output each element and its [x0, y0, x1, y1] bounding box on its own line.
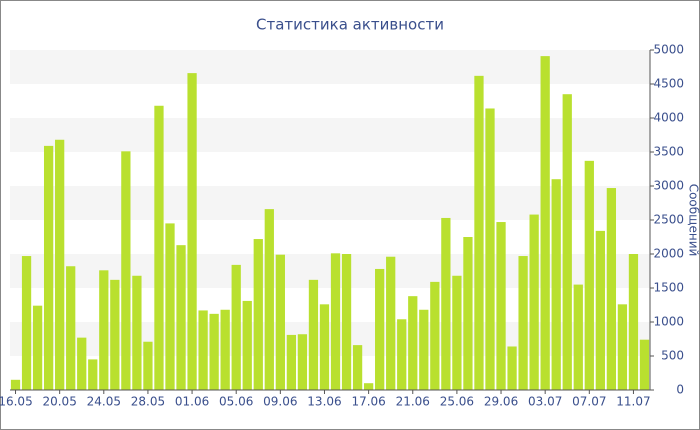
bar: [639, 339, 650, 390]
bar: [242, 300, 252, 390]
bar: [485, 108, 495, 390]
bar: [32, 305, 43, 390]
bar: [187, 73, 197, 391]
bar: [198, 310, 208, 390]
bar: [352, 345, 363, 390]
x-tick-label: 29.06: [484, 395, 518, 409]
bar: [43, 145, 54, 390]
bar: [452, 275, 462, 390]
bar: [529, 214, 539, 390]
grid-band: [10, 118, 650, 152]
bar: [628, 254, 639, 390]
bar: [220, 309, 230, 390]
x-tick-label: 11.07: [616, 395, 650, 409]
bar: [573, 284, 583, 390]
bar: [463, 237, 473, 390]
bar: [496, 222, 506, 390]
x-tick-label: 03.07: [528, 395, 562, 409]
x-tick-label: 21.06: [396, 395, 430, 409]
bar: [99, 270, 109, 390]
y-axis-label: Сообщений: [687, 184, 700, 257]
y-tick-label: 0: [676, 383, 684, 397]
y-tick-label: 4000: [653, 111, 684, 125]
y-tick-label: 500: [661, 349, 684, 363]
x-tick-label: 05.06: [219, 395, 253, 409]
y-tick-label: 3500: [653, 145, 684, 159]
x-tick-label: 01.06: [175, 395, 209, 409]
x-tick-label: 13.06: [307, 395, 341, 409]
bar: [165, 223, 175, 390]
bar: [330, 253, 341, 390]
x-tick-label: 09.06: [263, 395, 297, 409]
x-tick-label: 16.05: [0, 395, 33, 409]
bar: [474, 75, 484, 390]
bar: [10, 379, 21, 390]
chart-title: Статистика активности: [256, 16, 444, 34]
x-tick-label: 07.07: [572, 395, 606, 409]
bar: [88, 359, 98, 390]
bar: [430, 281, 440, 390]
y-tick-label: 3000: [653, 179, 684, 193]
bar: [209, 313, 219, 390]
y-tick-label: 1000: [653, 315, 684, 329]
bar: [386, 256, 396, 390]
bar: [66, 266, 76, 390]
x-tick-label: 20.05: [42, 395, 76, 409]
bar: [231, 264, 241, 390]
bar: [419, 309, 429, 390]
bar: [606, 188, 617, 390]
bar: [275, 254, 285, 390]
grid-band: [10, 50, 650, 84]
bar: [132, 275, 142, 390]
y-tick-label: 4500: [653, 77, 684, 91]
x-tick-label: 17.06: [351, 395, 385, 409]
bar: [154, 105, 164, 390]
bar: [77, 337, 87, 390]
bar: [253, 239, 263, 390]
bar: [341, 254, 352, 390]
bar: [540, 56, 550, 391]
bar: [286, 334, 297, 390]
bar: [584, 160, 594, 390]
y-tick-label: 2000: [653, 247, 684, 261]
bar: [397, 319, 407, 390]
bar: [551, 179, 561, 390]
bar: [21, 256, 32, 390]
bar: [319, 304, 330, 390]
bar: [617, 304, 628, 390]
bar: [507, 346, 517, 390]
bar: [375, 268, 385, 390]
x-tick-label: 24.05: [87, 395, 121, 409]
y-tick-label: 5000: [653, 43, 684, 57]
bar: [562, 94, 572, 390]
bar: [121, 151, 131, 390]
x-tick-label: 25.06: [440, 395, 474, 409]
y-tick-label: 2500: [653, 213, 684, 227]
y-tick-label: 1500: [653, 281, 684, 295]
bar: [308, 279, 319, 390]
bar: [297, 334, 308, 390]
bar: [143, 341, 153, 390]
bar: [408, 296, 418, 390]
bar: [110, 279, 120, 390]
bar: [363, 383, 374, 390]
bar: [176, 245, 186, 390]
x-tick-label: 28.05: [131, 395, 165, 409]
bar: [518, 256, 528, 390]
bar: [595, 230, 605, 390]
bar: [55, 139, 65, 390]
bar: [264, 209, 274, 390]
bar: [441, 217, 451, 390]
